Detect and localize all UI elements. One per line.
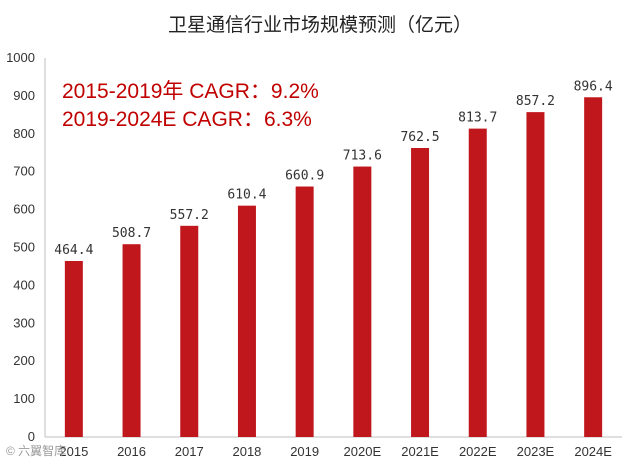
y-tick-label: 300 — [13, 315, 35, 330]
x-tick-label: 2021E — [401, 444, 439, 459]
bar-2016 — [123, 244, 141, 437]
y-tick-label: 700 — [13, 164, 35, 179]
cagr-annotation-2: 2019-2024E CAGR：6.3% — [62, 108, 312, 131]
bar-2021E — [411, 148, 429, 437]
x-tick-labels: 2015 2016 2017 2018 2019 2020E 2021E 2022E 2023E… — [59, 444, 612, 459]
bar-2019 — [296, 187, 314, 437]
x-tick-label: 2024E — [574, 444, 612, 459]
chart-title: 卫星通信行业市场规模预测（亿元） — [168, 14, 472, 36]
y-tick-label: 600 — [13, 202, 35, 217]
data-label: 762.5 — [400, 130, 439, 145]
bars — [65, 97, 602, 437]
data-label: 857.2 — [516, 94, 555, 109]
y-tick-label: 1000 — [6, 50, 35, 65]
x-tick-label: 2016 — [117, 444, 146, 459]
bar-2020E — [353, 167, 371, 437]
y-tick-label: 200 — [13, 353, 35, 368]
y-tick-label: 400 — [13, 277, 35, 292]
x-tick-label: 2019 — [290, 444, 319, 459]
data-label: 557.2 — [170, 208, 209, 223]
y-tick-label: 800 — [13, 126, 35, 141]
data-label: 660.9 — [285, 169, 324, 184]
cagr-annotation-1: 2015-2019年 CAGR：9.2% — [62, 80, 319, 103]
watermark: © 六翼智库 — [6, 443, 66, 458]
data-label: 610.4 — [227, 188, 266, 203]
bar-2018 — [238, 206, 256, 437]
x-tick-label: 2020E — [344, 444, 382, 459]
y-tick-labels: 0 100 200 300 400 500 600 700 800 900 1000 — [6, 50, 35, 444]
bar-chart: 卫星通信行业市场规模预测（亿元） 0 100 200 300 400 500 600 700 8… — [0, 0, 640, 462]
x-tick-label: 2017 — [175, 444, 204, 459]
bar-2015 — [65, 261, 83, 437]
bar-2024E — [584, 97, 602, 437]
data-label: 713.6 — [343, 149, 382, 164]
y-tick-label: 500 — [13, 240, 35, 255]
data-label: 508.7 — [112, 226, 151, 241]
x-tick-label: 2023E — [517, 444, 555, 459]
data-label: 464.4 — [54, 243, 93, 258]
y-tick-label: 100 — [13, 391, 35, 406]
y-tick-label: 900 — [13, 88, 35, 103]
x-tick-label: 2022E — [459, 444, 497, 459]
data-label: 813.7 — [458, 111, 497, 126]
bar-2022E — [469, 129, 487, 437]
data-label: 896.4 — [574, 79, 613, 94]
y-tick-label: 0 — [28, 429, 35, 444]
bar-2023E — [526, 112, 544, 437]
bar-2017 — [180, 226, 198, 437]
x-tick-label: 2018 — [232, 444, 261, 459]
